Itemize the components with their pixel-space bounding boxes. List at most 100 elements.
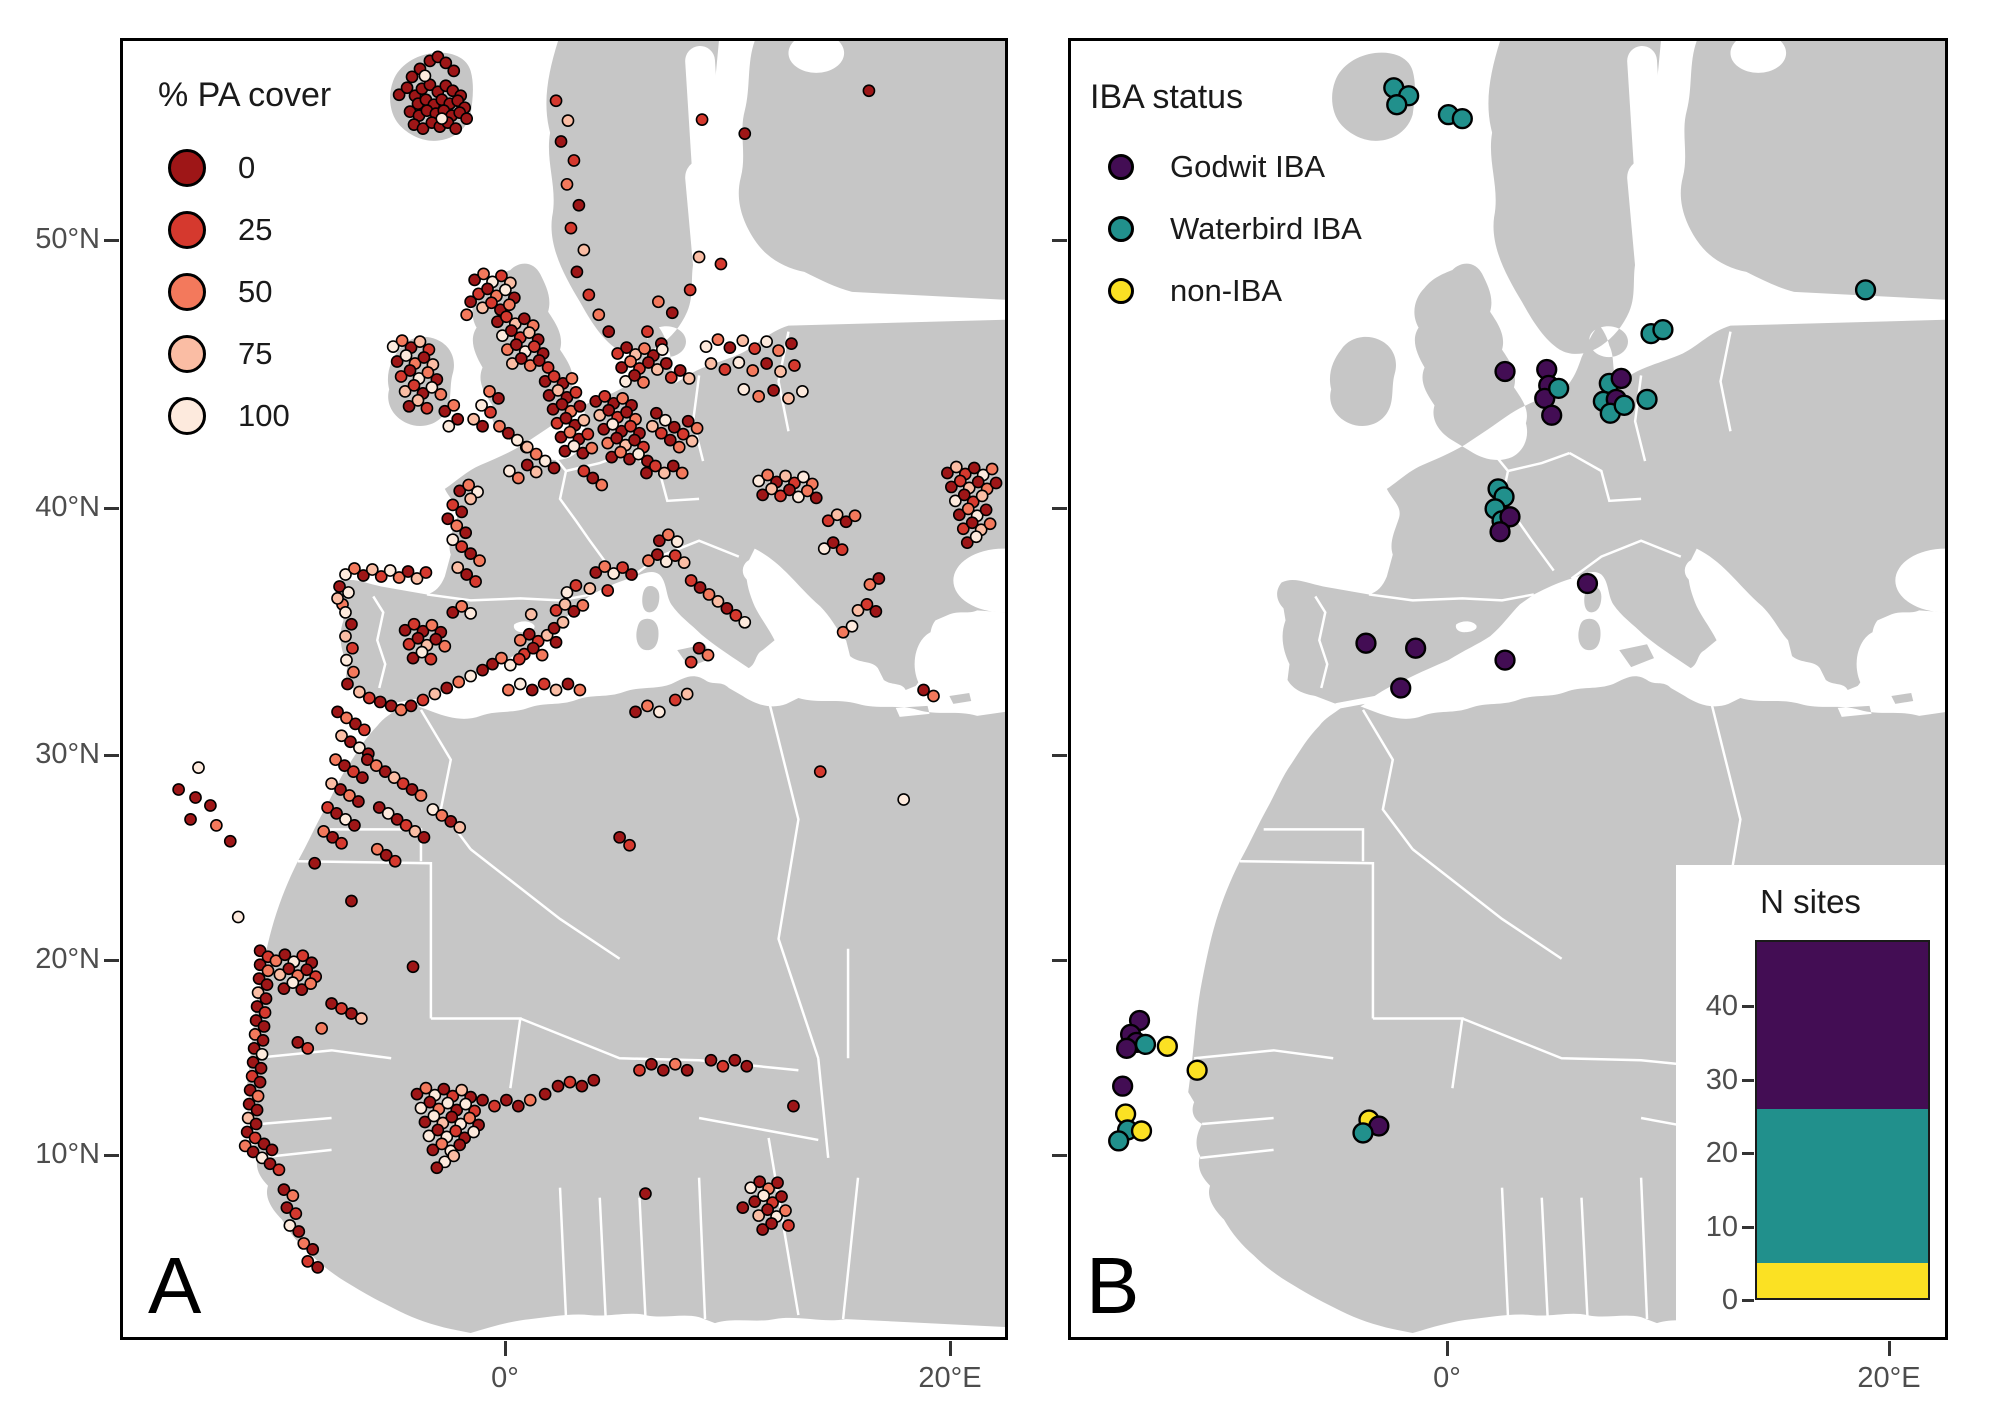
inset-tick-mark xyxy=(1742,1078,1754,1082)
site-point-pa-cover xyxy=(423,1095,437,1109)
site-point-pa-cover xyxy=(374,570,388,583)
site-point-pa-cover xyxy=(250,1103,264,1117)
site-point-pa-cover xyxy=(611,347,624,360)
site-point-pa-cover xyxy=(499,283,512,297)
site-point-pa-cover xyxy=(641,325,654,339)
site-point-pa-cover xyxy=(435,809,449,822)
site-point-pa-cover xyxy=(426,803,440,816)
site-point-pa-cover xyxy=(460,568,474,581)
site-point-pa-cover xyxy=(761,468,774,482)
site-point-pa-cover xyxy=(378,765,392,778)
site-point-pa-cover xyxy=(417,351,431,364)
site-point-pa-cover xyxy=(483,385,496,398)
site-point-pa-cover xyxy=(556,615,570,629)
site-point-pa-cover xyxy=(965,516,979,530)
site-point-pa-cover xyxy=(398,623,412,637)
site-point-pa-cover xyxy=(949,460,963,474)
site-point-pa-cover xyxy=(269,954,283,968)
lat-tick-mark-a xyxy=(104,507,119,510)
site-point-pa-cover xyxy=(418,1115,432,1129)
site-point-pa-cover xyxy=(761,1203,774,1216)
site-point-pa-cover xyxy=(451,412,465,426)
site-point-pa-cover xyxy=(289,1207,303,1220)
site-point-pa-cover xyxy=(983,517,997,531)
site-point-pa-cover xyxy=(484,405,497,419)
site-point-pa-cover xyxy=(355,1012,368,1025)
site-point-pa-cover xyxy=(551,384,565,397)
site-point-pa-cover xyxy=(625,568,638,581)
site-point-pa-cover xyxy=(263,1157,277,1171)
site-point-pa-cover xyxy=(453,484,467,498)
site-point-pa-cover xyxy=(440,681,454,695)
site-point-pa-cover xyxy=(402,637,416,651)
legend-b-item-label: non-IBA xyxy=(1170,273,1283,308)
site-point-pa-cover xyxy=(668,693,682,707)
site-point-pa-cover xyxy=(610,431,623,445)
site-point-pa-cover xyxy=(572,198,586,212)
site-point-pa-cover xyxy=(628,369,641,382)
site-point-pa-cover xyxy=(651,363,664,376)
site-point-iba-status xyxy=(1156,1035,1178,1057)
site-point-pa-cover xyxy=(598,389,612,403)
site-point-pa-cover xyxy=(333,580,346,593)
site-point-pa-cover xyxy=(658,413,672,427)
site-point-pa-cover xyxy=(260,978,274,992)
site-point-pa-cover xyxy=(441,1096,455,1110)
site-point-pa-cover xyxy=(339,605,352,619)
site-point-pa-cover xyxy=(277,1183,291,1197)
site-point-pa-cover xyxy=(547,461,561,475)
lon-tick-mark-b xyxy=(1446,1341,1449,1356)
inset-tick-label: 20 xyxy=(1705,1137,1738,1169)
lat-tick-mark-b xyxy=(1052,239,1067,242)
site-point-pa-cover xyxy=(872,572,886,585)
site-point-pa-cover xyxy=(424,652,438,666)
site-point-pa-cover xyxy=(373,695,387,709)
site-point-pa-cover xyxy=(567,604,581,618)
site-point-pa-cover xyxy=(817,542,831,556)
site-point-pa-cover xyxy=(522,326,536,340)
site-point-pa-cover xyxy=(282,962,296,976)
site-point-pa-cover xyxy=(325,997,338,1010)
site-point-pa-cover xyxy=(654,426,668,440)
site-point-pa-cover xyxy=(231,910,245,924)
site-point-pa-cover xyxy=(455,540,469,554)
site-point-iba-status xyxy=(1108,1130,1130,1152)
site-point-pa-cover xyxy=(446,498,460,512)
site-point-pa-cover xyxy=(473,554,486,567)
site-point-pa-cover xyxy=(602,325,616,339)
site-point-pa-cover xyxy=(720,602,734,615)
site-point-pa-cover xyxy=(602,403,616,417)
site-point-pa-cover xyxy=(765,1217,778,1230)
site-point-pa-cover xyxy=(273,968,287,982)
site-point-iba-status xyxy=(1494,360,1516,383)
site-point-pa-cover xyxy=(652,705,666,719)
site-point-pa-cover xyxy=(736,1201,750,1214)
site-point-pa-cover xyxy=(467,1125,480,1139)
legend-b-key-circle xyxy=(1108,216,1134,242)
site-point-pa-cover xyxy=(346,641,359,655)
baltic-sea xyxy=(685,159,735,350)
site-point-pa-cover xyxy=(399,349,413,362)
site-point-pa-cover xyxy=(897,793,911,806)
lon-tick-label-b: 20°E xyxy=(1857,1362,1921,1394)
site-point-pa-cover xyxy=(455,1083,469,1097)
site-point-pa-cover xyxy=(450,519,464,533)
site-point-pa-cover xyxy=(387,771,401,784)
site-point-pa-cover xyxy=(392,571,406,584)
site-point-pa-cover xyxy=(989,476,1003,490)
site-point-pa-cover xyxy=(400,81,414,95)
site-point-pa-cover xyxy=(339,629,352,643)
site-point-pa-cover xyxy=(464,295,477,309)
site-point-pa-cover xyxy=(695,113,709,127)
site-point-iba-status xyxy=(1576,572,1599,595)
site-point-pa-cover xyxy=(664,371,678,384)
site-point-pa-cover xyxy=(253,1075,267,1089)
site-point-pa-cover xyxy=(476,663,489,677)
site-point-pa-cover xyxy=(748,1195,762,1208)
site-point-pa-cover xyxy=(616,391,629,405)
site-point-pa-cover xyxy=(792,490,805,504)
site-point-pa-cover xyxy=(304,977,318,991)
site-point-pa-cover xyxy=(668,1057,682,1071)
site-point-pa-cover xyxy=(438,404,452,418)
site-point-pa-cover xyxy=(716,1059,730,1073)
